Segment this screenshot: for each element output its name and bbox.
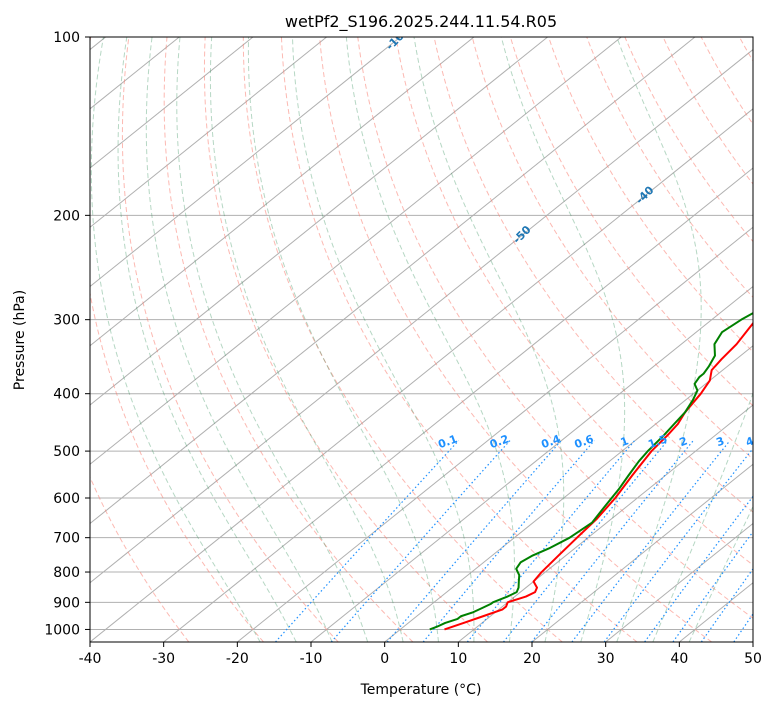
isotherm-line [90, 37, 622, 465]
mixing-ratio-line [672, 530, 753, 642]
temperature-profile-line [444, 321, 753, 631]
line-labels-layer: 0.10.20.40.611.52346810131620253036-100-… [383, 37, 756, 451]
moist-adiabat-line [413, 37, 565, 642]
dry-adiabat-line [90, 475, 190, 642]
y-tick-label: 1000 [44, 622, 80, 638]
x-tick-label: -10 [300, 651, 323, 667]
mixing-ratio-line [571, 440, 731, 642]
y-tick-label: 700 [53, 531, 80, 547]
y-tick-label: 600 [53, 491, 80, 507]
mixing-ratio-line [330, 440, 511, 642]
isotherm-line [163, 167, 753, 642]
isotherm-line [458, 404, 753, 642]
dry-adiabat-line [242, 37, 563, 642]
y-tick-label: 500 [53, 444, 80, 460]
isotherm-line [605, 522, 753, 642]
dry-adiabat-line [319, 37, 713, 642]
dry-adiabat-line [433, 37, 753, 513]
isotherm-line [90, 48, 753, 584]
mixing-ratio-line [275, 440, 460, 642]
x-axis-label: Temperature (°C) [360, 682, 482, 698]
mixing-ratio-label: 2 [678, 434, 690, 449]
moist-adiabat-line [291, 37, 475, 642]
x-tick-label: 50 [744, 651, 762, 667]
y-tick-label: 900 [53, 595, 80, 611]
mixing-ratio-line [502, 440, 669, 642]
isotherm-line [90, 37, 696, 525]
x-tick-label: 40 [670, 651, 688, 667]
y-tick-label: 300 [53, 313, 80, 329]
x-tick-label: -20 [226, 651, 249, 667]
moist-adiabat-line [247, 37, 439, 642]
isotherm-line [237, 226, 753, 642]
isotherm-line [90, 37, 254, 169]
dry-adiabat-line [163, 37, 414, 642]
dry-adiabat-line [121, 37, 339, 642]
grid-layer [90, 37, 753, 642]
mixing-ratio-label: 0.4 [539, 432, 562, 451]
x-tick-label: 30 [597, 651, 615, 667]
moist-adiabat-line [209, 37, 404, 642]
dry-adiabat-line [586, 37, 753, 299]
mixing-ratio-line [466, 440, 636, 642]
profiles-layer [429, 312, 753, 631]
isotherm-line [531, 463, 753, 642]
moist-adiabat-line [500, 37, 626, 642]
mixing-ratio-label: 4 [744, 434, 756, 449]
mixing-ratio-label: 0.1 [436, 432, 459, 451]
y-tick-label: 400 [53, 387, 80, 403]
dry-adiabat-line [509, 37, 753, 407]
axes-layer: -40 -30 -20 -10 0 10 20 30 40 50 100 200 300 400 500 60… [44, 30, 762, 667]
isotherm-line [90, 37, 327, 228]
x-tick-label: 20 [523, 651, 541, 667]
isotherm-line [90, 108, 753, 642]
dry-adiabat-line [280, 37, 638, 642]
moist-adiabat-line [176, 37, 369, 642]
moist-adiabat-line [117, 37, 297, 642]
y-tick-label: 800 [53, 565, 80, 581]
x-tick-label: 0 [380, 651, 389, 667]
mixing-ratio-label: 1 [619, 434, 631, 449]
mixing-ratio-label: 0.2 [488, 432, 511, 451]
dry-adiabat-line [548, 37, 753, 353]
mixing-ratio-line [386, 440, 562, 642]
isotherm-line [90, 37, 548, 406]
chart-title: wetPf2_S196.2025.244.11.54.R05 [285, 12, 557, 32]
y-axis-label: Pressure (hPa) [12, 290, 28, 390]
dry-adiabat-line [90, 37, 264, 642]
dry-adiabat-line [471, 37, 753, 460]
plot-frame [89, 36, 754, 643]
dry-adiabat-line [357, 37, 753, 619]
x-tick-label: 10 [449, 651, 467, 667]
isotherm-line [384, 345, 753, 642]
dry-adiabat-line [662, 37, 753, 185]
moist-adiabat-line [90, 37, 261, 642]
y-tick-label: 200 [53, 208, 80, 224]
mixing-ratio-label: 0.6 [573, 432, 596, 451]
isotherm-line [90, 37, 401, 288]
dry-adiabat-line [395, 37, 753, 566]
mixing-ratio-line [644, 495, 753, 642]
dry-adiabat-line [624, 37, 753, 243]
x-tick-label: -40 [79, 651, 102, 667]
dewpoint-profile-line [429, 312, 753, 631]
x-tick-label: -30 [152, 651, 175, 667]
moist-adiabat-line [616, 37, 702, 642]
isotherm-line [90, 37, 475, 347]
y-tick-label: 100 [53, 30, 80, 46]
mixing-ratio-label: 1.5 [646, 432, 669, 451]
moist-adiabat-line [145, 37, 333, 642]
isotherm-line [310, 285, 753, 642]
mixing-ratio-label: 3 [714, 434, 726, 449]
